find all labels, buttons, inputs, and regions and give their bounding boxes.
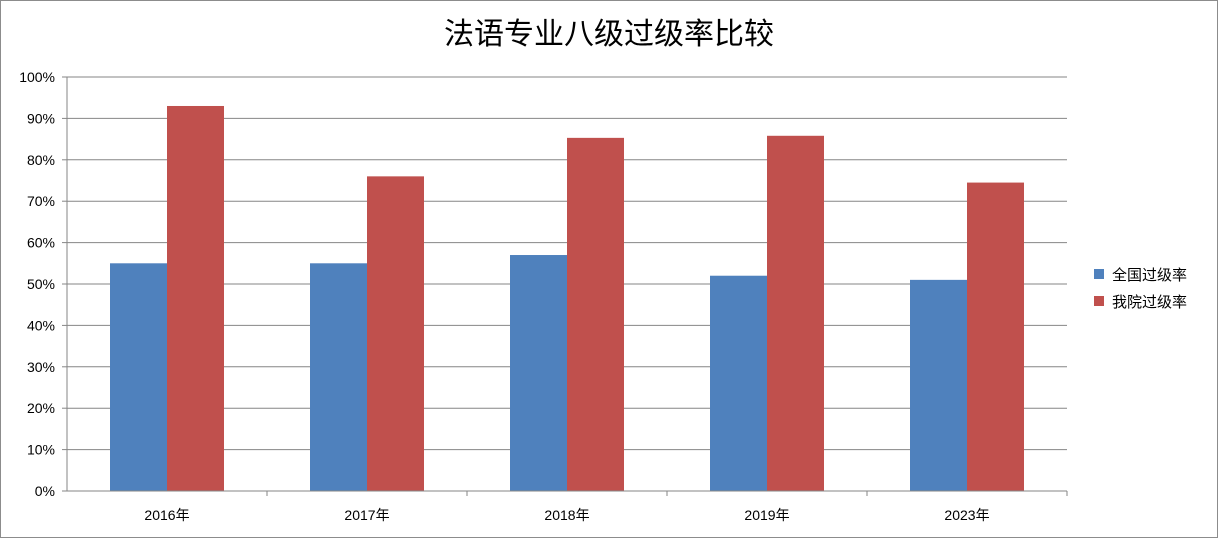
y-tick-label: 0% [35, 483, 55, 499]
bar-national [110, 263, 167, 491]
y-tick-label: 40% [27, 317, 55, 333]
bar-our-college [567, 137, 624, 491]
y-tick-label: 70% [27, 193, 55, 209]
bar-national [910, 279, 967, 491]
y-tick-label: 50% [27, 276, 55, 292]
axes: 0% 10% 20% 30% 40% 50% 60% 70% 80% 90% 100% 2016年 20… [19, 69, 1068, 523]
bar-our-college [367, 176, 424, 492]
y-tick-label: 60% [27, 235, 55, 251]
bar-national [510, 255, 567, 491]
legend-swatch [1094, 296, 1104, 306]
legend-label: 我院过级率 [1112, 293, 1187, 311]
legend-label: 全国过级率 [1112, 266, 1187, 284]
x-tick-label: 2017年 [344, 507, 389, 523]
x-tick-label: 2016年 [144, 507, 189, 523]
y-tick-label: 10% [27, 442, 55, 458]
bar-national [310, 263, 367, 491]
x-tick-label: 2023年 [944, 507, 989, 523]
bar-our-college [167, 105, 224, 491]
y-tick-label: 30% [27, 359, 55, 375]
y-tick-label: 90% [27, 110, 55, 126]
bars [110, 105, 1024, 492]
bar-our-college [767, 135, 824, 491]
bar-national [710, 275, 767, 491]
x-tick-label: 2019年 [744, 507, 789, 523]
chart-title: 法语专业八级过级率比较 [444, 17, 774, 52]
legend-swatch [1094, 269, 1104, 279]
bar-our-college [967, 182, 1024, 491]
x-tick-label: 2018年 [544, 507, 589, 523]
y-tick-label: 20% [27, 400, 55, 416]
y-tick-label: 80% [27, 152, 55, 168]
y-tick-label: 100% [19, 69, 55, 85]
